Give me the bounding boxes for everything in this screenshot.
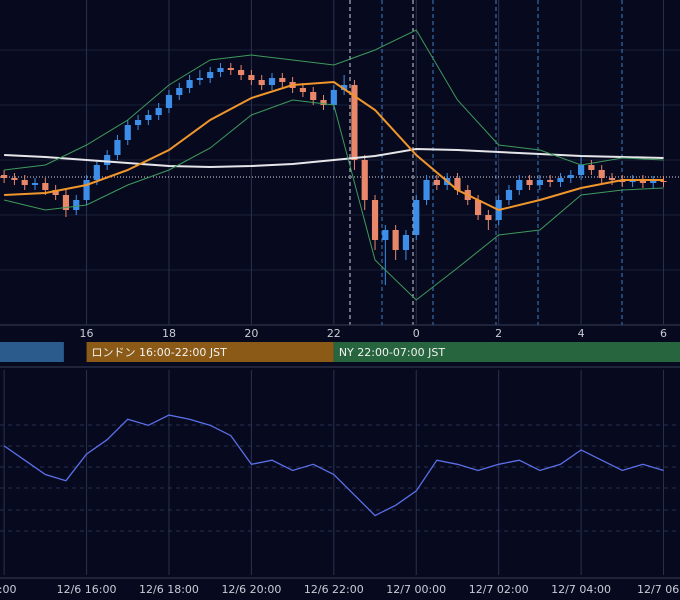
candle-body xyxy=(567,175,574,178)
candle-body xyxy=(557,178,564,182)
x-tick-label: 4:00 xyxy=(0,583,16,596)
x-tick-label: 12/7 06:0 xyxy=(637,583,680,596)
candle-body xyxy=(238,70,245,75)
candle-body xyxy=(165,95,173,108)
candle-body xyxy=(392,230,399,250)
x-tick-label: 20 xyxy=(244,327,258,340)
candle-body xyxy=(93,165,100,180)
x-tick-label: 12/6 16:00 xyxy=(57,583,117,596)
x-tick-label: 18 xyxy=(162,327,176,340)
x-tick-label: 2 xyxy=(495,327,502,340)
candle-body xyxy=(423,180,430,200)
candle-body xyxy=(73,200,80,210)
candle-body xyxy=(268,78,276,85)
candle-body xyxy=(31,183,39,185)
x-tick-label: 12/7 00:00 xyxy=(386,583,446,596)
candle-body xyxy=(608,178,616,180)
x-tick-label: 12/6 18:00 xyxy=(139,583,199,596)
candle-body xyxy=(485,215,492,220)
session-label: ロンドン 16:00-22:00 JST xyxy=(92,346,228,359)
session-band xyxy=(86,342,334,362)
candle-body xyxy=(341,85,348,90)
candle-body xyxy=(650,181,657,183)
candle-body xyxy=(52,190,59,195)
x-tick-label: 12/6 20:00 xyxy=(221,583,281,596)
candle-body xyxy=(588,165,595,170)
candle-body xyxy=(639,180,646,183)
candle-body xyxy=(186,80,193,88)
candle-body xyxy=(474,200,482,215)
candle-body xyxy=(454,178,461,190)
candle-body xyxy=(62,195,70,210)
session-band xyxy=(333,342,680,362)
candle-body xyxy=(547,180,554,182)
candle-body xyxy=(516,180,523,190)
candle-body xyxy=(42,183,49,190)
candle-body xyxy=(1,175,8,178)
x-tick-label: 12/6 22:00 xyxy=(304,583,364,596)
x-tick-label: 16 xyxy=(80,327,94,340)
candle-body xyxy=(258,80,265,85)
candle-body xyxy=(598,170,605,178)
overlay-line xyxy=(4,99,664,301)
session-band xyxy=(0,342,64,362)
candle-body xyxy=(196,78,203,80)
candle-body xyxy=(402,235,410,250)
layout xyxy=(0,0,680,579)
candle-body xyxy=(526,180,533,185)
candle-body xyxy=(371,200,379,240)
candle-body xyxy=(124,125,131,140)
candle-body xyxy=(145,115,152,120)
candle-body xyxy=(310,92,317,100)
candle-body xyxy=(21,180,28,185)
candle-body xyxy=(155,108,162,115)
candle-body xyxy=(207,72,214,78)
x-tick-label: 22 xyxy=(327,327,341,340)
candle-body xyxy=(413,200,420,235)
overlay-line xyxy=(4,29,664,171)
candle-body xyxy=(104,155,111,165)
overlay-line xyxy=(4,80,664,212)
candle-body xyxy=(11,178,18,180)
candle-body xyxy=(361,160,368,200)
x-tick-label: 4 xyxy=(578,327,585,340)
candle-body xyxy=(176,88,183,95)
candle-body xyxy=(330,90,337,105)
candle-body xyxy=(660,181,667,182)
candle-body xyxy=(114,140,121,155)
candle-body xyxy=(299,88,306,92)
candle-body xyxy=(536,180,543,185)
candle-body xyxy=(382,230,389,240)
x-tick-label: 12/7 02:00 xyxy=(469,583,529,596)
candle-body xyxy=(134,120,142,125)
oscillator-line xyxy=(3,414,664,517)
candle-body xyxy=(248,75,255,80)
candle-body xyxy=(279,78,286,82)
x-tick-label: 0 xyxy=(413,327,420,340)
candle-body xyxy=(320,100,327,105)
candle-body xyxy=(578,165,585,175)
candle-body xyxy=(227,68,234,70)
candle-body xyxy=(505,190,513,200)
session-label: NY 22:00-07:00 JST xyxy=(339,346,446,359)
candle-body xyxy=(217,68,224,72)
candle-body xyxy=(83,180,90,200)
x-tick-label: 12/7 04:00 xyxy=(551,583,611,596)
candle-body xyxy=(351,85,358,160)
candle-body xyxy=(433,180,440,185)
x-tick-label: 6 xyxy=(660,327,667,340)
